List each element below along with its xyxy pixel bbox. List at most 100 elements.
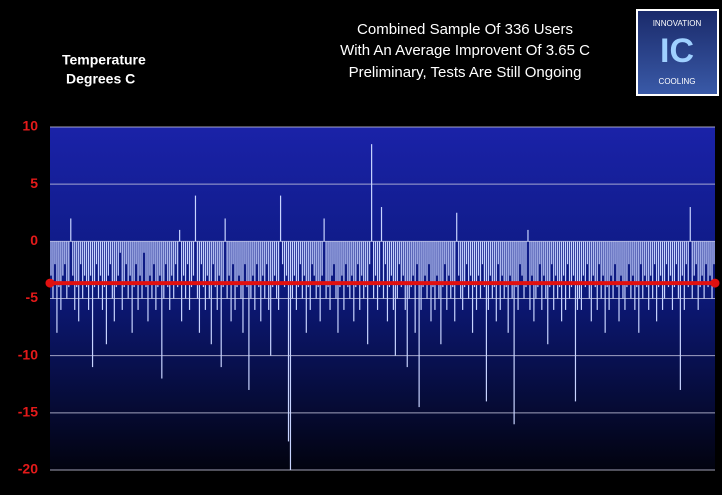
bar xyxy=(238,241,240,276)
bar xyxy=(283,241,286,288)
bar xyxy=(448,241,450,276)
bar xyxy=(529,241,531,310)
bar xyxy=(374,241,377,276)
bar xyxy=(163,241,165,299)
bar xyxy=(711,241,713,299)
bar xyxy=(507,241,509,333)
bar xyxy=(250,241,252,299)
bar xyxy=(586,241,588,265)
y-tick-label: 5 xyxy=(30,175,38,191)
bar xyxy=(115,241,117,288)
bar xyxy=(406,241,408,368)
bar xyxy=(582,241,584,276)
bar xyxy=(642,241,644,299)
bar xyxy=(208,241,210,299)
bar xyxy=(331,241,333,276)
bar xyxy=(84,241,86,276)
bar xyxy=(388,241,391,288)
bar xyxy=(297,241,299,288)
bar xyxy=(56,241,58,333)
bar xyxy=(677,241,679,299)
bar xyxy=(685,241,687,265)
bar xyxy=(412,241,414,276)
bar xyxy=(240,241,242,299)
bar xyxy=(521,241,523,276)
bar xyxy=(72,241,74,276)
bar xyxy=(466,241,468,265)
bar xyxy=(212,241,214,265)
logo-text: INNOVATION xyxy=(653,19,702,28)
bar xyxy=(703,241,705,299)
bar xyxy=(574,241,577,402)
bar xyxy=(258,241,260,288)
bar xyxy=(369,241,371,265)
bar xyxy=(675,241,677,265)
bar xyxy=(99,241,102,276)
bar xyxy=(188,241,191,310)
bar xyxy=(333,241,335,265)
bar xyxy=(50,241,52,276)
bar xyxy=(279,195,282,242)
bar xyxy=(254,241,256,310)
bar xyxy=(580,241,582,310)
bar xyxy=(93,241,96,288)
bar xyxy=(177,241,179,288)
bar xyxy=(226,241,228,299)
bar xyxy=(311,241,313,265)
bar xyxy=(155,241,157,310)
bar xyxy=(667,241,670,288)
bar xyxy=(527,229,529,242)
bar xyxy=(335,241,337,299)
bar xyxy=(66,241,68,299)
bar xyxy=(80,241,82,265)
bar xyxy=(525,241,527,288)
bar xyxy=(394,241,396,356)
bar xyxy=(681,241,683,276)
bar xyxy=(665,241,668,265)
bar xyxy=(323,218,325,242)
bar xyxy=(52,241,54,299)
bar xyxy=(551,241,553,265)
bar xyxy=(317,241,319,288)
bar xyxy=(89,241,92,276)
bar xyxy=(598,241,600,265)
bar xyxy=(456,212,458,242)
bar xyxy=(446,241,448,310)
bar xyxy=(82,241,84,299)
bar xyxy=(503,241,505,299)
bar xyxy=(505,241,507,288)
bar xyxy=(531,241,533,276)
bar xyxy=(329,241,331,310)
bar xyxy=(632,241,634,276)
bar xyxy=(594,241,596,288)
bar xyxy=(60,241,62,310)
bar xyxy=(705,241,707,265)
bar xyxy=(475,241,478,310)
bar xyxy=(604,241,606,333)
y-tick-label: -10 xyxy=(18,346,38,362)
bar xyxy=(380,207,383,242)
bar xyxy=(337,241,339,333)
bar xyxy=(701,241,703,276)
bar xyxy=(648,241,650,310)
bar xyxy=(485,241,487,402)
bar xyxy=(462,241,464,310)
bar xyxy=(568,241,571,299)
bar xyxy=(88,241,90,310)
bar xyxy=(234,241,236,310)
bar xyxy=(460,241,462,299)
bar xyxy=(139,241,141,276)
bar xyxy=(695,241,697,265)
bar xyxy=(434,241,436,310)
bar xyxy=(103,241,106,288)
bar xyxy=(169,241,171,310)
bar xyxy=(452,241,454,288)
bar xyxy=(149,241,151,276)
bar xyxy=(123,241,125,288)
bar xyxy=(129,241,131,276)
bar xyxy=(143,241,145,253)
bar xyxy=(305,241,307,333)
bar xyxy=(628,241,630,265)
bar xyxy=(248,241,250,390)
bar xyxy=(97,241,100,299)
